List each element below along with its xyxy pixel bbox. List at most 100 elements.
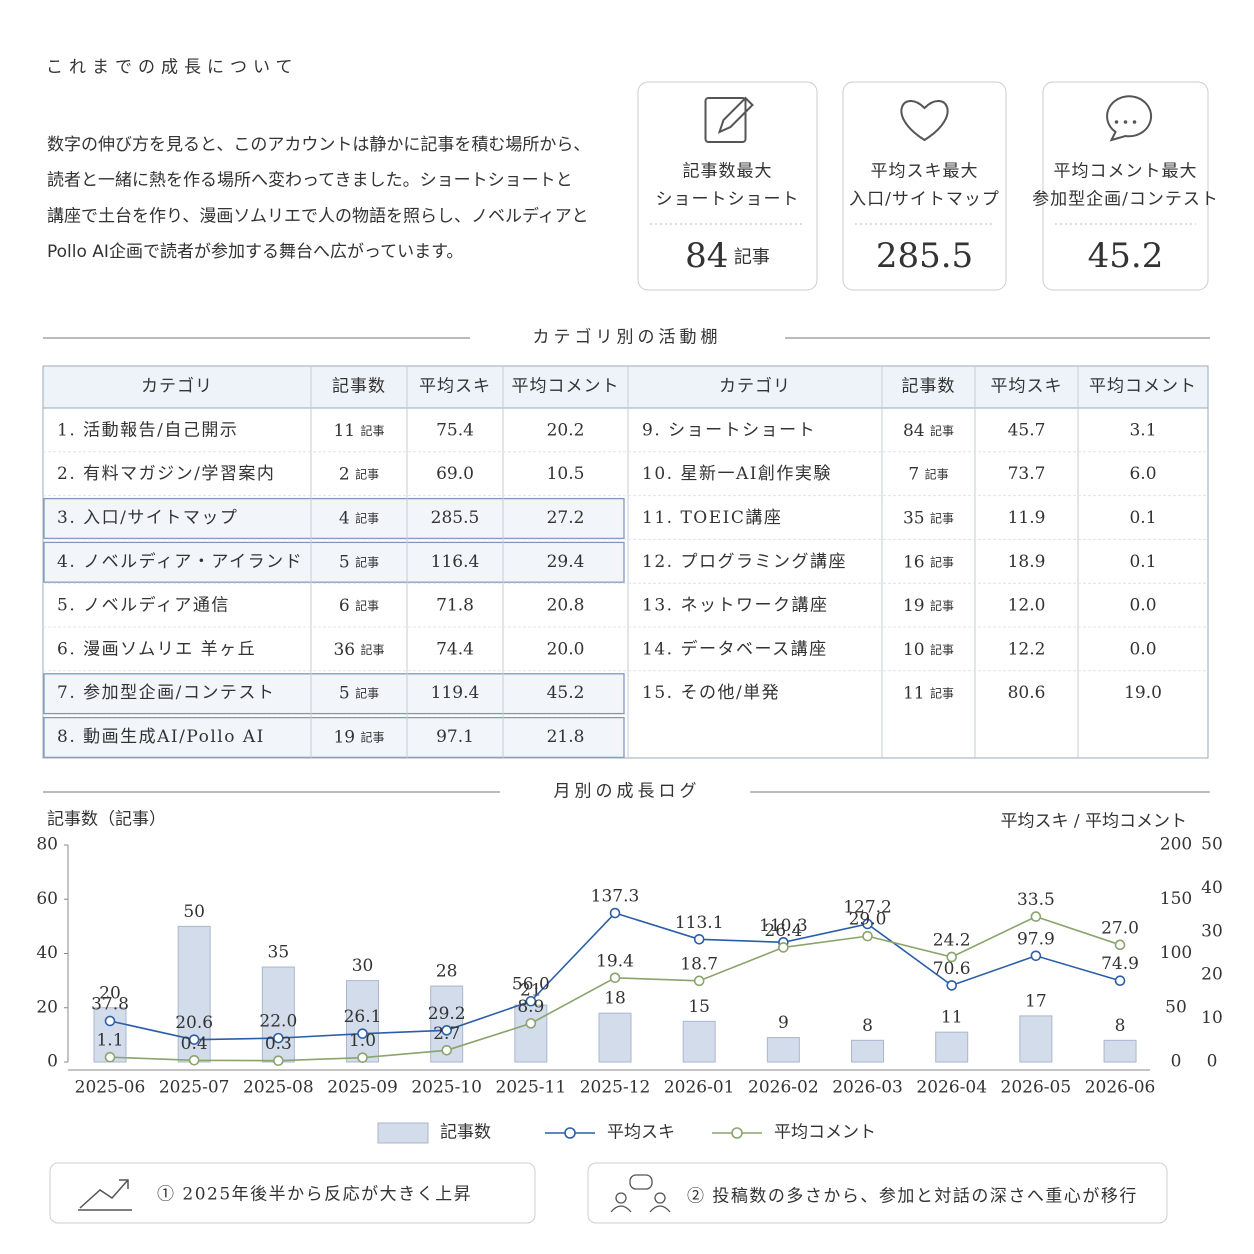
bar-label: 17 xyxy=(1025,991,1047,1011)
section-heading: カテゴリ別の活動棚 xyxy=(533,327,722,348)
edit-icon xyxy=(704,97,747,143)
bar-label: 8 xyxy=(1115,1016,1126,1036)
ski-cell: 73.7 xyxy=(1008,464,1046,484)
column-header: 記事数 xyxy=(332,377,386,397)
card-value: 84 xyxy=(685,236,728,276)
line-point xyxy=(441,1044,452,1056)
line-point xyxy=(946,980,958,991)
count-value: 7 xyxy=(908,464,919,484)
category-name: 14. データベース講座 xyxy=(642,638,828,659)
bar xyxy=(1019,1015,1053,1063)
card-label: 平均コメント最大 xyxy=(1054,162,1198,182)
bar-label: 15 xyxy=(688,997,710,1017)
count-unit: 記事 xyxy=(361,641,385,656)
bar-label: 20 xyxy=(99,983,121,1003)
heart-icon xyxy=(900,100,949,142)
ski-cell: 69.0 xyxy=(436,464,474,484)
count-unit: 記事 xyxy=(930,554,954,569)
count-unit: 記事 xyxy=(925,466,949,481)
y-axis-label: 記事数（記事） xyxy=(47,810,166,830)
row-highlight xyxy=(43,716,625,759)
y3-tick-label: 50 xyxy=(1201,835,1223,855)
y3-tick-label: 30 xyxy=(1201,921,1223,941)
count-cell: 7 記事 xyxy=(908,464,948,484)
y-tick-label: 80 xyxy=(36,835,58,855)
line-point xyxy=(1030,950,1042,962)
count-value: 6 xyxy=(339,596,350,616)
y3-tick-label: 20 xyxy=(1201,965,1223,985)
row-highlight xyxy=(43,541,625,583)
line-point xyxy=(357,1028,368,1039)
bar xyxy=(346,980,380,1063)
category-name: 15. その他/単発 xyxy=(642,683,780,703)
count-unit: 記事 xyxy=(355,598,379,613)
line-point xyxy=(273,1055,284,1066)
y2-tick-label: 100 xyxy=(1160,943,1192,963)
card-label: 記事数最大 xyxy=(683,162,773,182)
table-frame xyxy=(42,365,1209,759)
category-name: 3. 入口/サイトマップ xyxy=(57,508,238,528)
y-tick-label: 60 xyxy=(36,889,58,909)
y2-axis-label: 平均スキ / 平均コメント xyxy=(1000,812,1187,832)
insight-text: ② 投稿数の多さから、参加と対話の深さへ重心が移行 xyxy=(687,1187,1138,1207)
count-value: 84 xyxy=(903,420,925,440)
line-point xyxy=(188,1034,200,1045)
category-name: 11. TOEIC講座 xyxy=(642,508,782,528)
count-value: 11 xyxy=(903,683,925,703)
intro-line: 数字の伸び方を見ると、このアカウントは静かに記事を積む場所から、 xyxy=(47,135,590,155)
count-unit: 記事 xyxy=(361,422,385,437)
card-value: 285.5 xyxy=(876,236,973,276)
x-tick-label: 2026-02 xyxy=(748,1078,819,1098)
legend-point xyxy=(731,1127,743,1139)
count-cell: 84 記事 xyxy=(903,420,954,440)
line-point xyxy=(1114,939,1126,951)
point-label: 22.0 xyxy=(259,1012,297,1032)
intro-line: 読者と一緒に熱を作る場所へ変わってきました。ショートショートと xyxy=(47,171,573,191)
ski-cell: 80.6 xyxy=(1008,683,1046,703)
count-cell: 19 記事 xyxy=(903,596,954,616)
bar xyxy=(1103,1039,1137,1063)
comment-cell: 6.0 xyxy=(1129,464,1156,484)
point-label: 113.1 xyxy=(675,913,724,933)
category-name: 10. 星新一AI創作実験 xyxy=(642,464,832,484)
point-label: 1.0 xyxy=(349,1031,376,1051)
bar-label: 8 xyxy=(862,1016,873,1036)
line-point xyxy=(525,1018,537,1029)
line-point xyxy=(104,1015,116,1027)
legend-label: 記事数 xyxy=(440,1123,491,1143)
count-value: 36 xyxy=(333,639,355,659)
point-label: 19.4 xyxy=(596,951,634,971)
count-value: 19 xyxy=(903,596,925,616)
row-highlight xyxy=(43,497,625,540)
point-label: 2.7 xyxy=(433,1024,460,1044)
count-cell: 11 記事 xyxy=(903,683,954,703)
line-point xyxy=(357,1052,368,1063)
point-label: 26.4 xyxy=(764,921,802,941)
y-tick-label: 20 xyxy=(36,997,58,1017)
bar-label: 11 xyxy=(941,1008,963,1028)
bar-label: 30 xyxy=(352,956,374,976)
section-heading: 月別の成長ログ xyxy=(554,782,701,802)
legend-swatch xyxy=(377,1122,429,1144)
count-cell: 16 記事 xyxy=(903,552,954,572)
count-unit: 記事 xyxy=(361,729,385,744)
point-label: 26.1 xyxy=(344,1007,382,1027)
point-label: 110.3 xyxy=(759,916,808,936)
bar xyxy=(851,1039,885,1063)
point-label: 70.6 xyxy=(933,959,971,979)
count-unit: 記事 xyxy=(355,466,379,481)
category-name: 7. 参加型企画/コンテスト xyxy=(57,683,275,703)
line-point xyxy=(862,918,873,930)
count-value: 19 xyxy=(333,727,355,747)
count-value: 35 xyxy=(903,508,925,528)
comment-cell: 0.0 xyxy=(1129,639,1156,659)
count-unit: 記事 xyxy=(930,510,954,525)
bar-label: 28 xyxy=(436,962,458,982)
comment-icon xyxy=(1106,95,1153,142)
trend-icon xyxy=(119,1179,129,1189)
point-label: 137.3 xyxy=(591,887,640,907)
x-tick-label: 2026-03 xyxy=(832,1078,903,1098)
point-label: 1.1 xyxy=(96,1031,123,1051)
x-tick-label: 2026-04 xyxy=(916,1078,987,1098)
